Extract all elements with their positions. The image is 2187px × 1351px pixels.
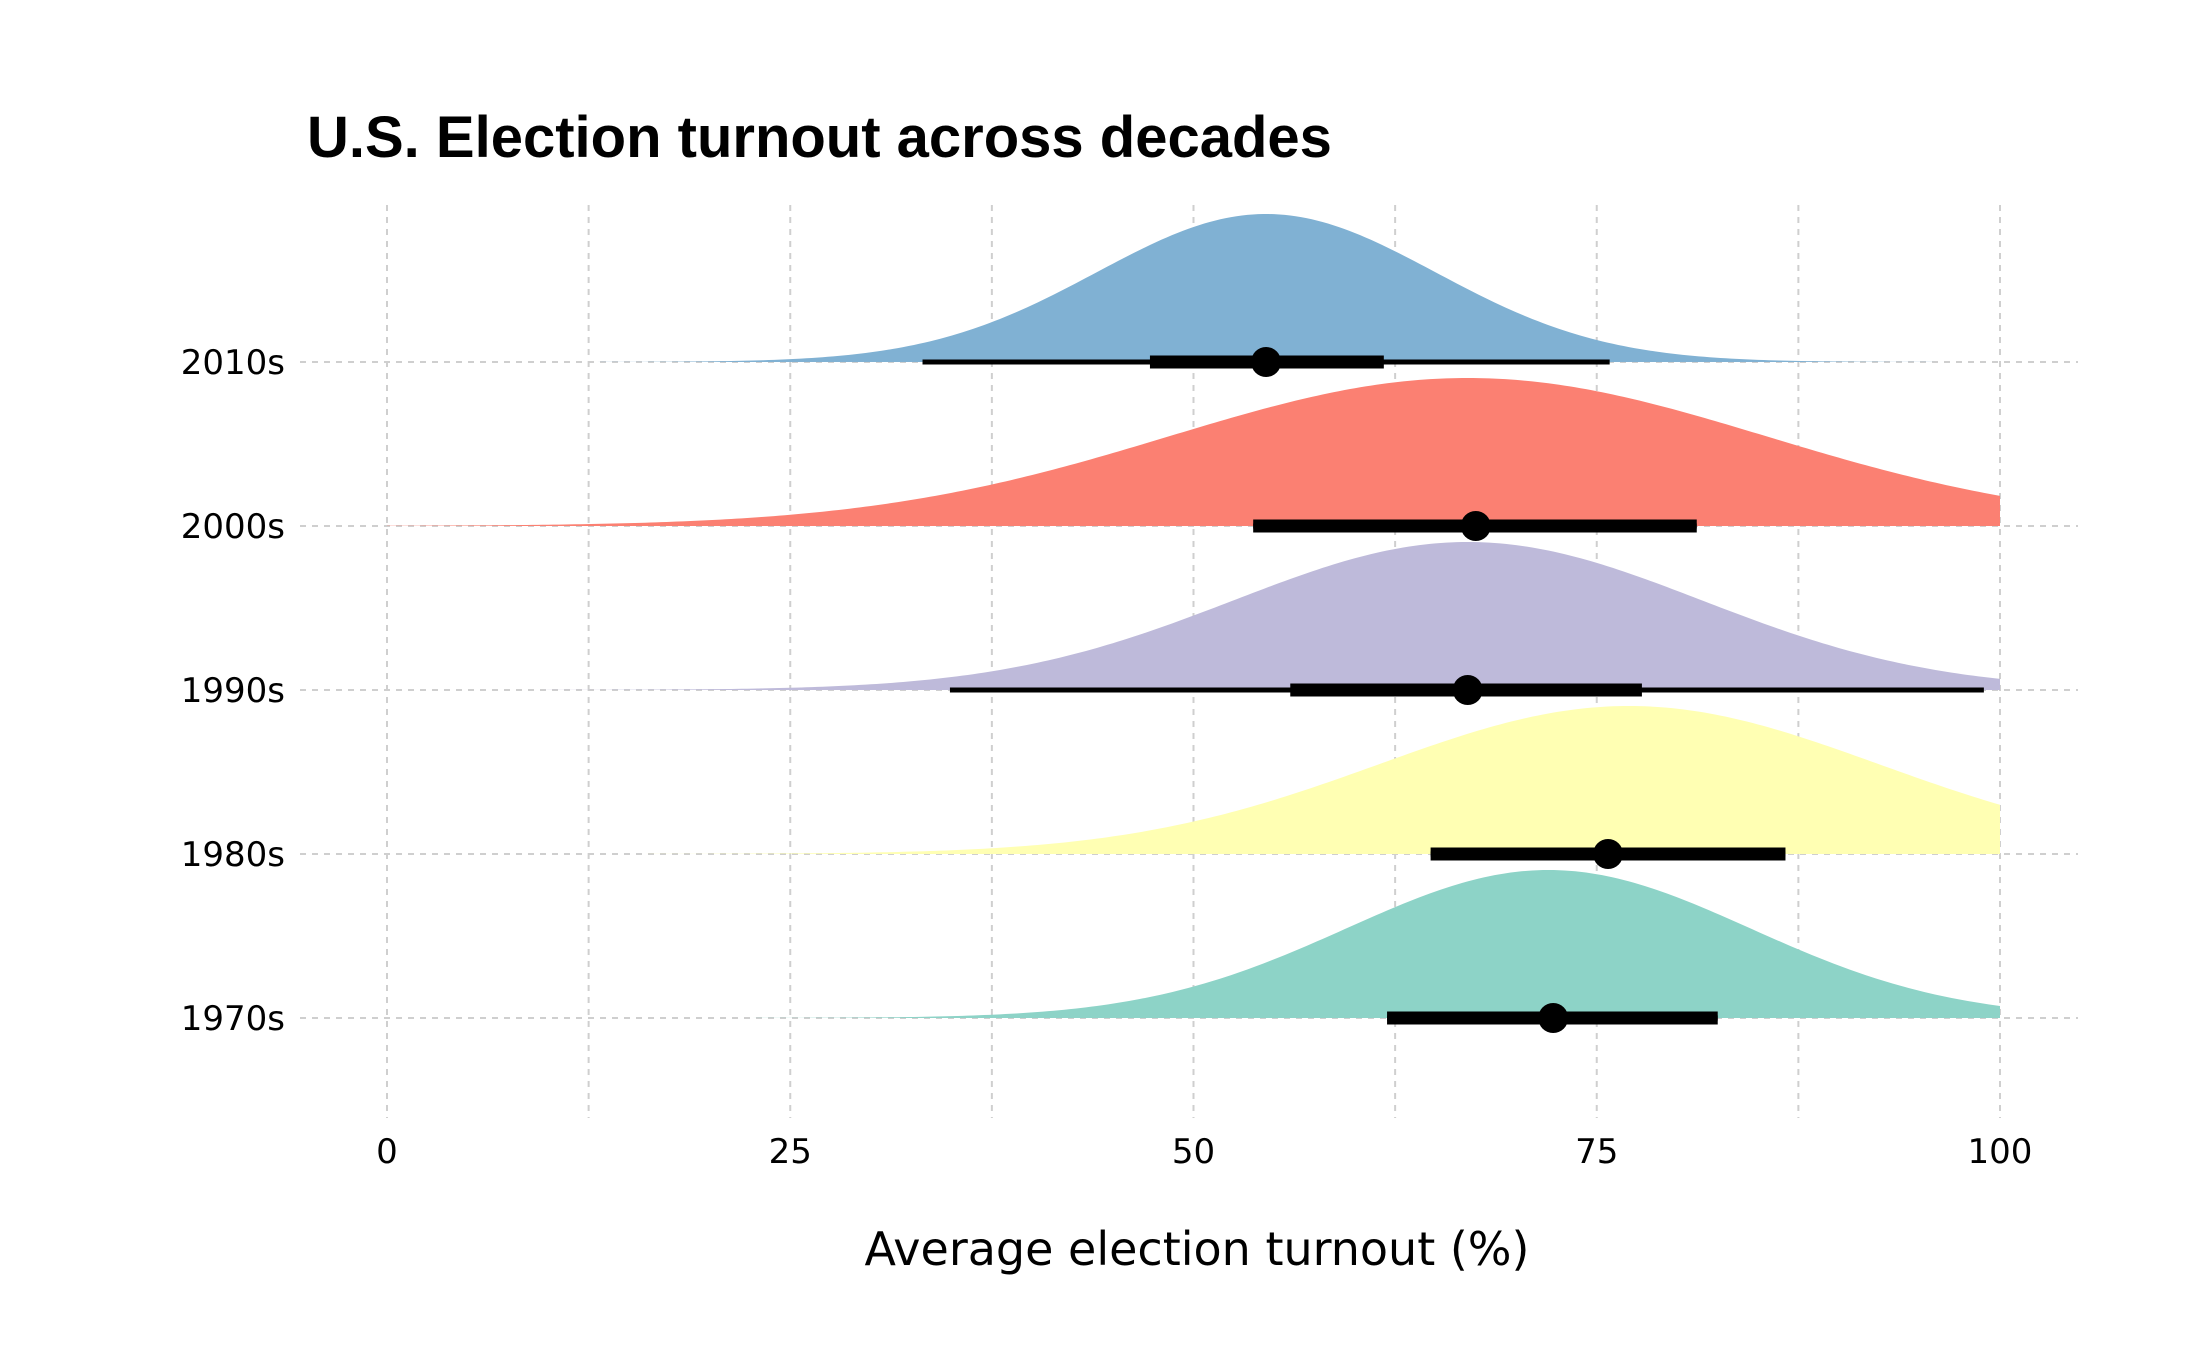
- point-estimate-2000s: [1460, 511, 1491, 541]
- density-ridge-2000s: [387, 378, 2000, 526]
- point-estimate-1980s: [1593, 839, 1624, 869]
- point-estimate-1970s: [1538, 1003, 1569, 1033]
- x-tick-label: 25: [769, 1132, 812, 1172]
- x-tick-label: 0: [376, 1132, 398, 1172]
- chart-title: U.S. Election turnout across decades: [307, 105, 1332, 170]
- y-axis-ticks: 1970s 1980s 1990s 2000s 2010s: [181, 343, 285, 1039]
- y-tick-label: 1970s: [181, 999, 285, 1039]
- y-tick-label: 2000s: [181, 507, 285, 547]
- point-estimate-1990s: [1452, 675, 1483, 705]
- x-tick-label: 100: [1968, 1132, 2033, 1172]
- density-layer: [387, 214, 2000, 1018]
- density-ridge-1980s: [387, 706, 2000, 854]
- density-ridge-1970s: [387, 870, 2000, 1018]
- density-ridge-1990s: [387, 542, 2000, 690]
- x-axis-title: Average election turnout (%): [865, 1222, 1530, 1276]
- x-tick-label: 75: [1575, 1132, 1618, 1172]
- interval-layer: [922, 347, 1984, 1033]
- y-tick-label: 2010s: [181, 343, 285, 383]
- density-ridge-2010s: [387, 214, 2000, 362]
- point-estimate-2010s: [1251, 347, 1282, 377]
- y-tick-label: 1990s: [181, 671, 285, 711]
- x-tick-label: 50: [1172, 1132, 1215, 1172]
- x-axis-ticks: 0 25 50 75 100: [376, 1132, 2032, 1172]
- y-tick-label: 1980s: [181, 835, 285, 875]
